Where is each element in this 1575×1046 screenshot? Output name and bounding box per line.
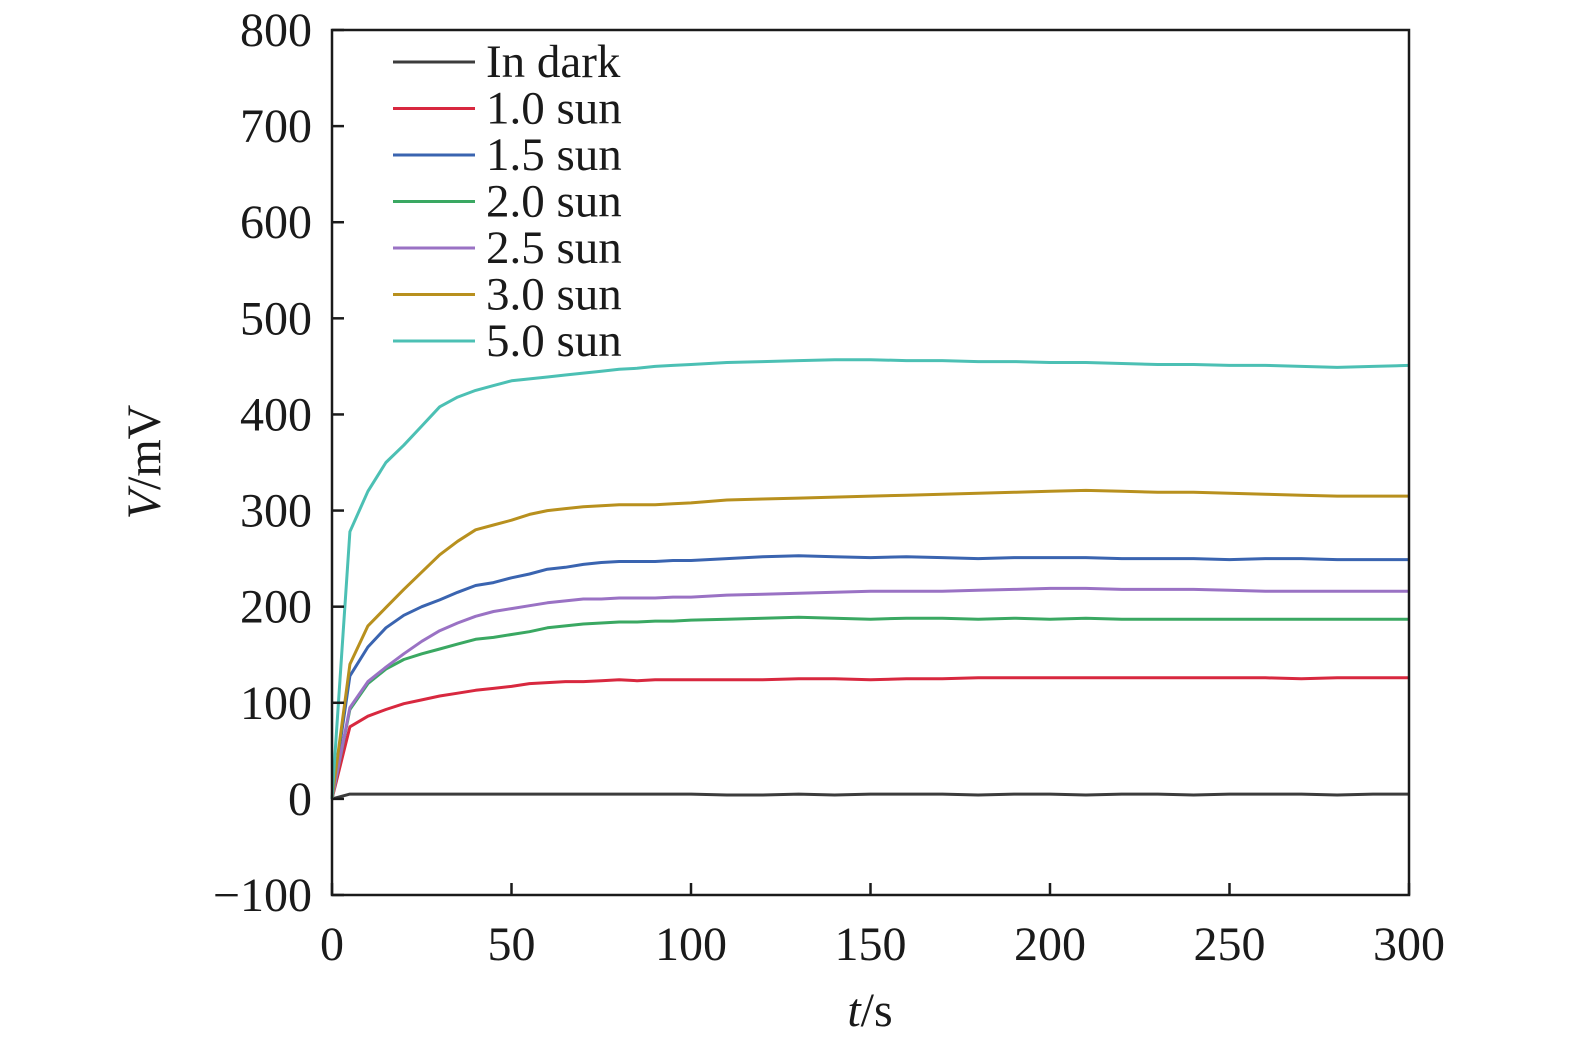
legend-label-5: 3.0 sun bbox=[486, 269, 622, 321]
y-axis-unit: /mV bbox=[118, 404, 171, 490]
y-axis-variable: V bbox=[118, 485, 171, 519]
y-tick-label: 100 bbox=[240, 677, 312, 730]
y-tick-label: 300 bbox=[240, 485, 312, 538]
y-tick-label: 400 bbox=[240, 388, 312, 441]
legend-label-2: 1.5 sun bbox=[486, 129, 622, 181]
x-tick-label: 150 bbox=[835, 918, 907, 971]
legend-label-3: 2.0 sun bbox=[486, 176, 622, 228]
legend-label-6: 5.0 sun bbox=[486, 315, 622, 367]
y-tick-label: 500 bbox=[240, 292, 312, 345]
x-tick-label: 200 bbox=[1014, 918, 1086, 971]
x-tick-label: 250 bbox=[1194, 918, 1266, 971]
x-axis-label: t/s bbox=[847, 984, 892, 1037]
legend-label-1: 1.0 sun bbox=[486, 83, 622, 135]
x-tick-label: 50 bbox=[488, 918, 536, 971]
series-layer bbox=[330, 358, 1410, 801]
y-tick-label: 600 bbox=[240, 196, 312, 249]
y-axis-label: V/mV bbox=[118, 404, 171, 519]
series-line-6 bbox=[330, 358, 1410, 800]
series-line-0 bbox=[331, 792, 1409, 801]
y-tick-label: 700 bbox=[240, 100, 312, 153]
y-tick-label: 200 bbox=[240, 581, 312, 634]
x-tick-label: 0 bbox=[320, 918, 344, 971]
legend-label-4: 2.5 sun bbox=[486, 222, 622, 274]
series-line-1 bbox=[330, 676, 1409, 800]
x-tick-label: 300 bbox=[1373, 918, 1445, 971]
series-line-3 bbox=[330, 615, 1409, 800]
legend-label-0: In dark bbox=[486, 36, 621, 88]
series-line-2 bbox=[330, 554, 1409, 800]
x-axis-variable: t bbox=[847, 984, 862, 1037]
x-tick-label: 100 bbox=[655, 918, 727, 971]
y-tick-label: 800 bbox=[240, 4, 312, 57]
series-line-5 bbox=[330, 488, 1409, 800]
tick-layer: 0 50 100 150 200 250 300−100010020030040050060… bbox=[213, 4, 1445, 971]
series-line-4 bbox=[330, 586, 1409, 800]
y-tick-label: 0 bbox=[288, 773, 312, 826]
x-axis-unit: /s bbox=[861, 984, 893, 1037]
y-tick-label: −100 bbox=[213, 869, 312, 922]
